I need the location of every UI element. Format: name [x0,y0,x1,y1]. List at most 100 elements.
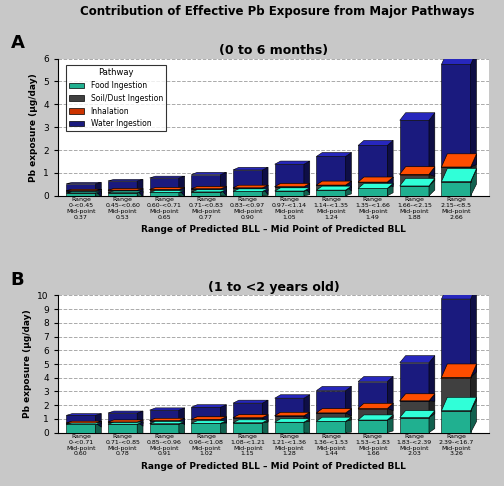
Polygon shape [429,167,435,174]
Polygon shape [275,184,310,187]
Polygon shape [221,417,226,419]
Polygon shape [346,417,351,433]
Polygon shape [108,189,143,190]
Polygon shape [400,167,435,174]
Polygon shape [150,188,184,190]
Polygon shape [137,422,143,436]
Polygon shape [471,154,476,182]
Bar [150,192,179,196]
Bar [358,189,387,196]
Polygon shape [108,422,143,424]
Polygon shape [137,179,143,197]
Polygon shape [179,418,184,421]
Bar [67,193,95,196]
Polygon shape [233,167,268,170]
Polygon shape [442,398,476,411]
Polygon shape [387,404,393,420]
Polygon shape [275,395,310,398]
Polygon shape [358,177,393,182]
Polygon shape [192,187,226,189]
Polygon shape [137,189,143,193]
Bar [275,187,304,191]
Polygon shape [108,191,143,192]
Polygon shape [95,414,101,427]
Polygon shape [67,421,101,423]
Bar [442,182,471,196]
Polygon shape [429,178,435,196]
Polygon shape [233,185,268,188]
Polygon shape [275,412,310,416]
Polygon shape [150,418,184,421]
Polygon shape [442,169,476,182]
Polygon shape [400,356,435,363]
Polygon shape [429,411,435,433]
Polygon shape [108,420,143,422]
Bar [275,164,304,187]
Polygon shape [262,167,268,195]
Bar [150,178,179,190]
Polygon shape [95,190,101,194]
Polygon shape [304,413,310,422]
Polygon shape [317,409,351,413]
Polygon shape [262,189,268,196]
Polygon shape [429,113,435,176]
Polygon shape [387,415,393,433]
Polygon shape [67,191,101,193]
Polygon shape [471,154,476,168]
Polygon shape [346,181,351,185]
Bar [192,423,221,433]
Polygon shape [150,191,184,192]
Polygon shape [95,421,101,424]
Polygon shape [317,417,351,421]
Polygon shape [358,415,393,420]
Polygon shape [358,404,393,409]
Polygon shape [221,190,226,196]
Bar [358,382,387,409]
Polygon shape [233,186,268,188]
Polygon shape [108,179,143,181]
Polygon shape [304,188,310,196]
Polygon shape [137,191,143,197]
Bar [67,423,95,424]
Polygon shape [346,386,351,416]
Polygon shape [429,394,435,401]
Polygon shape [275,188,310,191]
Polygon shape [358,183,393,189]
Bar [233,170,262,188]
Polygon shape [67,190,101,191]
Polygon shape [150,418,184,420]
Polygon shape [95,190,101,191]
Polygon shape [346,181,351,190]
Bar [400,363,429,401]
Bar [233,191,262,196]
Polygon shape [304,184,310,191]
Bar [192,407,221,419]
Bar [400,417,429,433]
Polygon shape [221,405,226,423]
Polygon shape [429,394,435,417]
Polygon shape [304,412,310,416]
Polygon shape [262,420,268,434]
Polygon shape [317,181,351,185]
Bar [400,174,429,186]
X-axis label: Range of Predicted BLL – Mid Point of Predicted BLL: Range of Predicted BLL – Mid Point of Pr… [141,225,406,234]
Polygon shape [262,186,268,191]
Bar [275,191,304,196]
Bar [400,401,429,417]
Polygon shape [221,173,226,196]
Polygon shape [95,421,101,423]
Polygon shape [358,140,393,145]
Title: (0 to 6 months): (0 to 6 months) [219,44,328,57]
Polygon shape [221,187,226,189]
Polygon shape [442,52,476,65]
Polygon shape [108,411,143,413]
Bar [192,174,221,189]
Polygon shape [317,153,351,156]
Polygon shape [275,419,310,422]
Bar [317,185,346,190]
Polygon shape [95,191,101,198]
Polygon shape [233,415,268,418]
Polygon shape [67,421,101,423]
Polygon shape [471,286,476,377]
Polygon shape [358,403,393,409]
